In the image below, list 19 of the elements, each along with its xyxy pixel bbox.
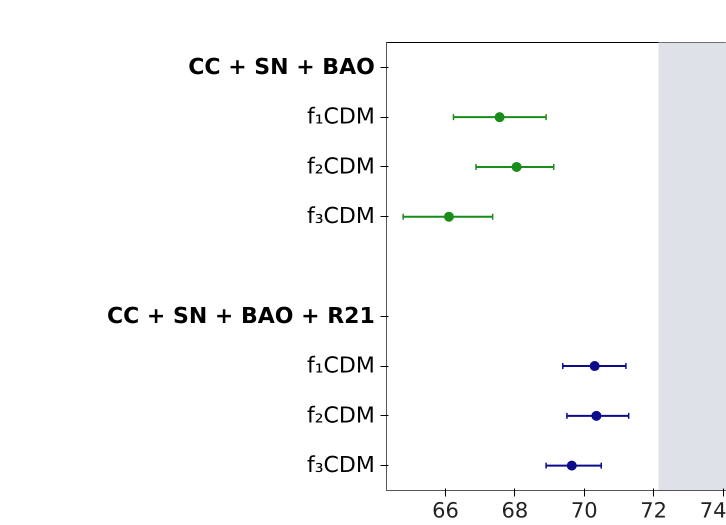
point (566, 460, 577, 471)
y-tick-label: f₃CDM (306, 453, 375, 478)
y-tick-label: CC + SN + BAO (188, 54, 375, 80)
x-tick-label: 74 (700, 498, 726, 522)
y-tick-label: CC + SN + BAO + R21 (106, 304, 375, 329)
y-tick-label: f₃CDM (306, 204, 375, 230)
y-tick-label: f₁CDM (306, 354, 375, 379)
point (512, 162, 522, 172)
y-tick-label: f₂CDM (306, 403, 375, 428)
x-tick-label: 72 (640, 498, 668, 522)
x-tick-label: 66 (432, 498, 459, 522)
point (494, 112, 505, 122)
y-tick-label: f₂CDM (306, 154, 375, 180)
y-tick-label: f₁CDM (306, 104, 375, 130)
point (590, 361, 600, 372)
x-tick-label: 68 (502, 498, 528, 522)
point (444, 212, 454, 222)
point (591, 410, 602, 421)
x-tick-label: 70 (570, 498, 598, 522)
